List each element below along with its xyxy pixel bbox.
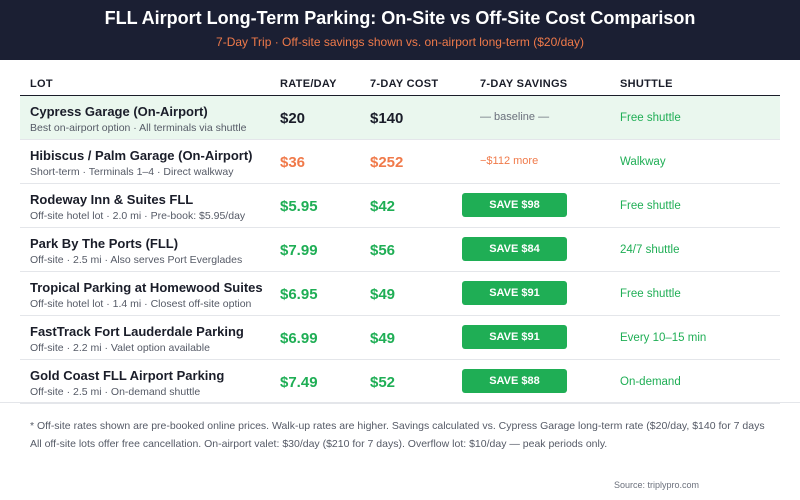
seven-day-cost: $140: [370, 110, 404, 127]
column-header-rate: RATE/DAY: [280, 78, 337, 90]
seven-day-cost: $49: [370, 286, 396, 303]
shuttle-info: 24/7 shuttle: [620, 244, 680, 256]
rate-per-day: $6.95: [280, 286, 318, 303]
footnote-pricing: * Off-site rates shown are pre-booked on…: [30, 420, 765, 432]
lot-description: Off-site hotel lot · 1.4 mi · Closest of…: [30, 298, 252, 310]
seven-day-cost: $42: [370, 198, 396, 215]
seven-day-cost: $52: [370, 374, 396, 391]
rate-per-day: $36: [280, 154, 306, 171]
savings-badge: SAVE $91: [462, 281, 567, 305]
lot-name: Park By The Ports (FLL): [30, 236, 179, 251]
shuttle-info: Free shuttle: [620, 288, 681, 300]
savings-badge: SAVE $91: [462, 325, 567, 349]
lot-description: Off-site · 2.5 mi · On-demand shuttle: [30, 386, 201, 398]
page-title: FLL Airport Long-Term Parking: On-Site v…: [104, 8, 696, 28]
savings-baseline: — baseline —: [480, 111, 550, 123]
savings-badge: SAVE $84: [462, 237, 567, 261]
seven-day-cost: $252: [370, 154, 404, 171]
seven-day-cost: $49: [370, 330, 396, 347]
lot-name: Cypress Garage (On-Airport): [30, 104, 208, 119]
table-row: Gold Coast FLL Airport Parking Off-site …: [20, 360, 780, 404]
lot-description: Short-term · Terminals 1–4 · Direct walk…: [30, 166, 234, 178]
page-header: FLL Airport Long-Term Parking: On-Site v…: [0, 0, 800, 60]
savings-badge: SAVE $98: [462, 193, 567, 217]
lot-name: Tropical Parking at Homewood Suites: [30, 280, 263, 295]
lot-description: Off-site · 2.5 mi · Also serves Port Eve…: [30, 254, 243, 266]
shuttle-info: Free shuttle: [620, 112, 681, 124]
column-header-cost: 7-DAY COST: [370, 78, 439, 90]
column-header-shuttle: SHUTTLE: [620, 78, 673, 90]
column-header-lot: LOT: [30, 78, 53, 90]
table-header: LOT RATE/DAY 7-DAY COST 7-DAY SAVINGS SH…: [20, 74, 780, 96]
page-subtitle: 7-Day Trip · Off-site savings shown vs. …: [216, 35, 584, 49]
footnote-divider: [0, 402, 800, 418]
lot-name: Hibiscus / Palm Garage (On-Airport): [30, 148, 253, 163]
savings-badge: SAVE $88: [462, 369, 567, 393]
lot-name: Rodeway Inn & Suites FLL: [30, 192, 194, 207]
shuttle-info: Every 10–15 min: [620, 332, 707, 344]
rate-per-day: $5.95: [280, 198, 318, 215]
table-row: Hibiscus / Palm Garage (On-Airport) Shor…: [20, 140, 780, 184]
shuttle-info: Free shuttle: [620, 200, 681, 212]
seven-day-cost: $56: [370, 242, 396, 259]
shuttle-info: On-demand: [620, 376, 681, 388]
table-row: Tropical Parking at Homewood Suites Off-…: [20, 272, 780, 316]
shuttle-info: Walkway: [620, 156, 666, 168]
rate-per-day: $7.99: [280, 242, 318, 259]
table-row: Cypress Garage (On-Airport) Best on-airp…: [20, 96, 780, 140]
lot-description: Off-site hotel lot · 2.0 mi · Pre-book: …: [30, 210, 246, 222]
source-credit: Source: triplypro.com: [614, 480, 700, 490]
rate-per-day: $20: [280, 110, 306, 127]
lot-description: Best on-airport option · All terminals v…: [30, 122, 247, 134]
lot-description: Off-site · 2.2 mi · Valet option availab…: [30, 342, 210, 354]
rate-per-day: $6.99: [280, 330, 318, 347]
lot-name: FastTrack Fort Lauderdale Parking: [30, 324, 244, 339]
table-row: FastTrack Fort Lauderdale Parking Off-si…: [20, 316, 780, 360]
footnote-cancellation: All off-site lots offer free cancellatio…: [30, 438, 608, 450]
table-row: Park By The Ports (FLL) Off-site · 2.5 m…: [20, 228, 780, 272]
comparison-table: LOT RATE/DAY 7-DAY COST 7-DAY SAVINGS SH…: [20, 74, 780, 404]
savings-extra-cost: −$112 more: [480, 155, 539, 167]
lot-name: Gold Coast FLL Airport Parking: [30, 368, 225, 383]
table-row: Rodeway Inn & Suites FLL Off-site hotel …: [20, 184, 780, 228]
column-header-savings: 7-DAY SAVINGS: [480, 78, 568, 90]
rate-per-day: $7.49: [280, 374, 318, 391]
